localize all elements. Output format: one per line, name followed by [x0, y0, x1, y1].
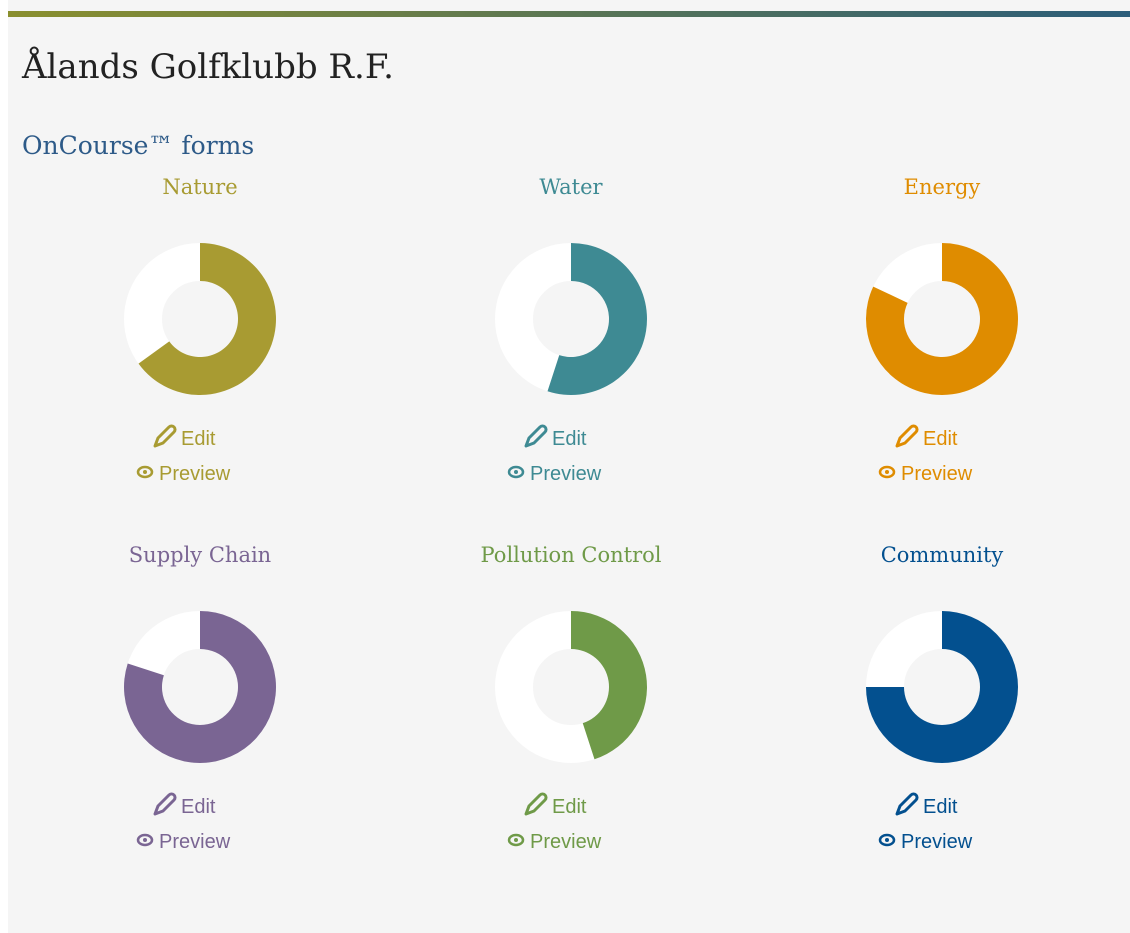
- form-title: Nature: [162, 175, 237, 199]
- eye-icon: [878, 465, 896, 479]
- preview-link[interactable]: Preview: [507, 463, 602, 485]
- preview-label[interactable]: Preview: [530, 463, 602, 485]
- pencil-icon: [524, 792, 548, 816]
- eye-icon: [136, 465, 154, 479]
- preview-label[interactable]: Preview: [159, 463, 231, 485]
- edit-label[interactable]: Edit: [552, 796, 587, 818]
- preview-link[interactable]: Preview: [136, 831, 231, 853]
- background: [8, 0, 1130, 933]
- eye-icon: [507, 833, 525, 847]
- eye-pupil: [885, 470, 889, 474]
- donut-progress: [866, 611, 1018, 763]
- eye-pupil: [143, 470, 147, 474]
- donut-progress: [571, 611, 647, 760]
- edit-link[interactable]: Edit: [524, 792, 587, 818]
- form-title: Energy: [904, 175, 981, 199]
- form-title: Water: [539, 175, 603, 199]
- top-bar: [8, 11, 1130, 17]
- preview-link[interactable]: Preview: [507, 831, 602, 853]
- edit-link[interactable]: Edit: [524, 424, 587, 450]
- edit-link[interactable]: Edit: [153, 792, 216, 818]
- page-title: Ålands Golfklubb R.F.: [21, 46, 394, 87]
- donut-progress: [123, 611, 276, 763]
- eye-icon: [507, 465, 525, 479]
- preview-label[interactable]: Preview: [901, 831, 973, 853]
- pencil-icon: [895, 424, 919, 448]
- section-title: OnCourse™ forms: [22, 131, 254, 160]
- edit-label[interactable]: Edit: [181, 428, 216, 450]
- eye-pupil: [514, 838, 518, 842]
- edit-label[interactable]: Edit: [923, 428, 958, 450]
- donut-progress: [138, 243, 276, 395]
- eye-pupil: [885, 838, 889, 842]
- edit-label[interactable]: Edit: [923, 796, 958, 818]
- preview-link[interactable]: Preview: [136, 463, 231, 485]
- edit-link[interactable]: Edit: [895, 424, 958, 450]
- edit-label[interactable]: Edit: [181, 796, 216, 818]
- eye-icon: [136, 833, 154, 847]
- donut-progress: [866, 243, 1018, 396]
- preview-link[interactable]: Preview: [878, 831, 973, 853]
- form-title: Community: [881, 543, 1004, 567]
- form-title: Pollution Control: [481, 543, 662, 567]
- eye-icon: [878, 833, 896, 847]
- pencil-icon: [895, 792, 919, 816]
- preview-label[interactable]: Preview: [901, 463, 973, 485]
- donut-progress: [547, 243, 647, 395]
- edit-link[interactable]: Edit: [153, 424, 216, 450]
- pencil-icon: [524, 424, 548, 448]
- preview-label[interactable]: Preview: [159, 831, 231, 853]
- edit-label[interactable]: Edit: [552, 428, 587, 450]
- pencil-icon: [153, 792, 177, 816]
- pencil-icon: [153, 424, 177, 448]
- eye-pupil: [514, 470, 518, 474]
- edit-link[interactable]: Edit: [895, 792, 958, 818]
- preview-label[interactable]: Preview: [530, 831, 602, 853]
- preview-link[interactable]: Preview: [878, 463, 973, 485]
- form-title: Supply Chain: [129, 543, 271, 567]
- eye-pupil: [143, 838, 147, 842]
